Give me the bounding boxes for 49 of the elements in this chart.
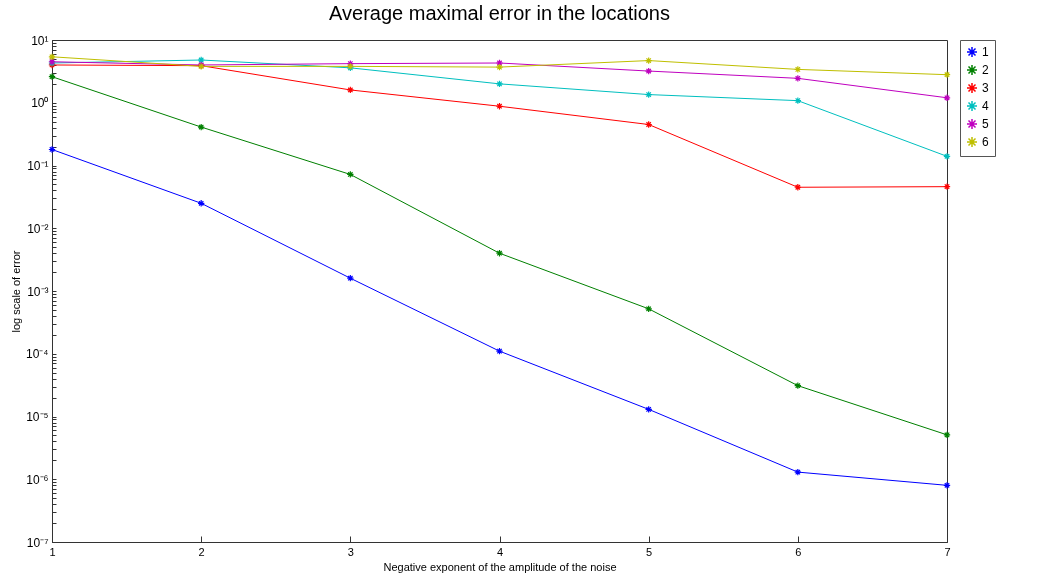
legend-label: 6 (982, 135, 989, 149)
point (495, 63, 504, 71)
point (346, 170, 355, 179)
point (794, 65, 802, 74)
point (495, 102, 504, 110)
y-tick-label: 10⁻⁵ (26, 410, 49, 424)
point (495, 249, 504, 257)
point (346, 274, 355, 282)
legend-label: 3 (982, 81, 989, 95)
x-tick-label: 4 (496, 545, 504, 558)
y-tick-label: 10⁻⁷ (26, 535, 49, 550)
point (644, 120, 653, 129)
point (495, 347, 504, 355)
x-axis-title: Negative exponent of the amplitude of the noise (383, 560, 617, 573)
y-tick-label: 10¹ (31, 33, 49, 48)
y-tick-label: 10⁻¹ (27, 159, 49, 173)
y-tick-label: 10⁻⁶ (26, 472, 49, 487)
y-tick-label: 10⁰ (31, 96, 49, 111)
legend-label: 4 (982, 99, 989, 113)
x-tick-label: 2 (198, 545, 205, 558)
x-tick-label: 6 (795, 545, 802, 558)
point (794, 74, 802, 83)
point (644, 56, 653, 65)
point (794, 381, 802, 390)
y-tick-label: 10⁻² (27, 221, 49, 236)
point (197, 56, 205, 64)
point (794, 96, 802, 105)
point (794, 183, 802, 192)
chart-title: Average maximal error in the locations (329, 2, 670, 24)
point (197, 123, 205, 131)
x-tick-label: 3 (347, 545, 354, 558)
x-tick-label: 7 (944, 545, 951, 558)
legend-label: 5 (982, 117, 989, 131)
y-tick-label: 10⁻⁴ (25, 347, 49, 362)
point (644, 405, 653, 414)
point (644, 67, 653, 75)
y-axis-title: log scale of error (10, 250, 22, 333)
point (197, 199, 205, 208)
legend-label: 2 (982, 63, 989, 77)
point (644, 90, 653, 99)
x-tick-label: 1 (49, 545, 56, 558)
legend-label: 1 (982, 45, 989, 59)
point (346, 86, 355, 94)
y-tick-label: 10⁻³ (27, 284, 49, 299)
point (644, 305, 653, 313)
point (794, 468, 802, 476)
x-tick-label: 5 (646, 545, 653, 558)
point (495, 80, 504, 88)
point (495, 59, 504, 67)
